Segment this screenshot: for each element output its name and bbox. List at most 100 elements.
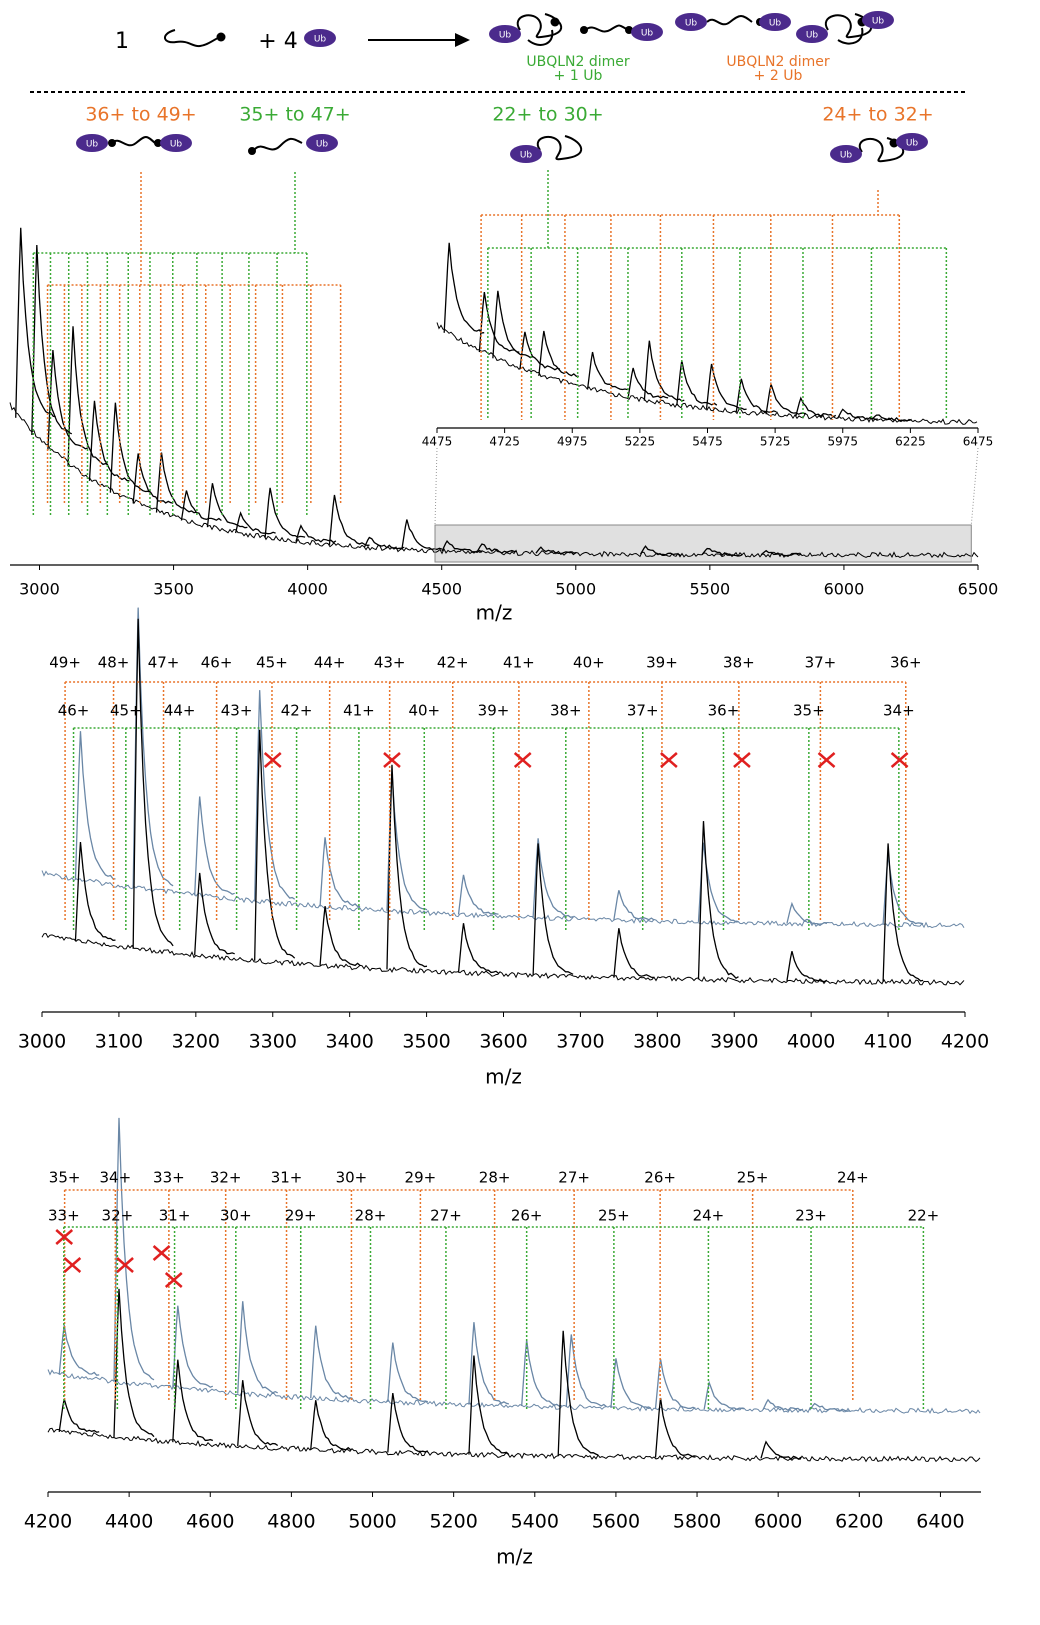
peak xyxy=(172,1359,214,1443)
ub-label: Ub xyxy=(872,17,885,27)
x-tick-label: 3000 xyxy=(18,1031,66,1053)
charge-label: 41+ xyxy=(503,654,535,672)
exclusion-mark xyxy=(63,1257,82,1273)
x-tick-label: 6200 xyxy=(835,1511,883,1533)
charge-label: 45+ xyxy=(256,654,288,672)
cross-stroke xyxy=(152,1245,171,1261)
charge-label: 38+ xyxy=(723,654,755,672)
peak xyxy=(237,1380,279,1447)
ub-icon xyxy=(830,145,862,163)
x-tick-label: 4725 xyxy=(489,435,520,449)
chain-icon xyxy=(164,29,221,48)
x-tick-label: 6500 xyxy=(958,580,999,599)
charge-label: 32+ xyxy=(102,1207,134,1225)
x-tick-label: 5000 xyxy=(555,580,596,599)
peak xyxy=(310,1400,352,1451)
charge-label: 30+ xyxy=(336,1169,368,1187)
peak xyxy=(871,414,912,422)
species-label: 35+ to 47+ xyxy=(239,104,350,126)
trace-baseline xyxy=(9,402,979,559)
charge-label: 34+ xyxy=(100,1169,132,1187)
ub-icon xyxy=(759,13,791,31)
ub-label: Ub xyxy=(520,151,533,161)
peak xyxy=(786,951,828,983)
x-tick-label: 5975 xyxy=(827,435,858,449)
charge-label: 35+ xyxy=(793,702,825,720)
zoom-connector xyxy=(970,447,979,526)
ub-label: Ub xyxy=(685,19,698,29)
x-axis-label: m/z xyxy=(485,1065,522,1089)
peak xyxy=(386,764,428,970)
cross-stroke xyxy=(660,752,678,768)
ub-label: Ub xyxy=(840,151,853,161)
ub-label: Ub xyxy=(170,140,183,150)
species-label: 36+ to 49+ xyxy=(85,104,196,126)
peak xyxy=(538,330,579,378)
peak xyxy=(697,821,739,980)
charge-label: 33+ xyxy=(48,1207,80,1225)
ub-icon xyxy=(489,25,521,43)
charge-label: 27+ xyxy=(558,1169,590,1187)
product-label: UBQLN2 dimer xyxy=(526,54,630,70)
charge-label: 24+ xyxy=(837,1169,869,1187)
chain-icon xyxy=(111,136,156,147)
peak xyxy=(234,511,276,535)
peak xyxy=(113,1117,155,1382)
x-tick-label: 3600 xyxy=(479,1031,527,1053)
charge-label: 42+ xyxy=(281,702,313,720)
peak xyxy=(319,906,361,967)
chain-end xyxy=(154,139,162,147)
charge-label: 22+ xyxy=(908,1207,940,1225)
charge-label: 43+ xyxy=(374,654,406,672)
x-tick-label: 4000 xyxy=(787,1031,835,1053)
x-tick-label: 6475 xyxy=(963,435,994,449)
charge-label: 26+ xyxy=(511,1207,543,1225)
peak xyxy=(206,483,248,529)
x-tick-label: 4800 xyxy=(267,1511,315,1533)
peak xyxy=(882,843,924,983)
ub-icon xyxy=(76,134,108,152)
product-label: + 1 Ub xyxy=(554,68,603,84)
chain-icon xyxy=(584,24,629,33)
trace-baseline xyxy=(47,1369,981,1415)
ub-label: Ub xyxy=(769,19,782,29)
ub-icon xyxy=(675,13,707,31)
peak xyxy=(613,928,654,979)
charge-label: 27+ xyxy=(430,1207,462,1225)
peak xyxy=(735,378,777,413)
ub-icon xyxy=(510,145,542,163)
charge-label: 42+ xyxy=(437,654,469,672)
x-axis-label: m/z xyxy=(496,1545,533,1569)
exclusion-mark xyxy=(116,1257,134,1273)
peak xyxy=(565,1334,607,1408)
peak xyxy=(703,1380,745,1410)
charge-label: 36+ xyxy=(890,654,922,672)
peak xyxy=(476,543,517,554)
peak xyxy=(387,1342,428,1403)
exclusion-mark xyxy=(817,752,836,768)
charge-label: 44+ xyxy=(164,702,196,720)
peak xyxy=(328,494,370,546)
peak xyxy=(310,1325,351,1400)
chain-end xyxy=(108,139,116,147)
peak xyxy=(654,1358,696,1410)
ub-icon xyxy=(160,134,192,152)
charge-label: 38+ xyxy=(550,702,582,720)
peak xyxy=(194,796,235,896)
x-tick-label: 6225 xyxy=(895,435,926,449)
peak xyxy=(387,1392,429,1453)
x-tick-label: 3700 xyxy=(556,1031,604,1053)
peak xyxy=(88,400,130,482)
cross-stroke xyxy=(383,752,401,768)
scheme-count: + 4 xyxy=(258,29,297,54)
species-label: 22+ to 30+ xyxy=(492,104,603,126)
x-tick-label: 3100 xyxy=(95,1031,143,1053)
peak xyxy=(535,546,577,556)
peak xyxy=(786,901,828,925)
x-tick-label: 3300 xyxy=(249,1031,297,1053)
x-tick-label: 4400 xyxy=(105,1511,153,1533)
chain-end xyxy=(248,147,256,155)
peak xyxy=(478,291,520,353)
x-tick-label: 3500 xyxy=(153,580,194,599)
